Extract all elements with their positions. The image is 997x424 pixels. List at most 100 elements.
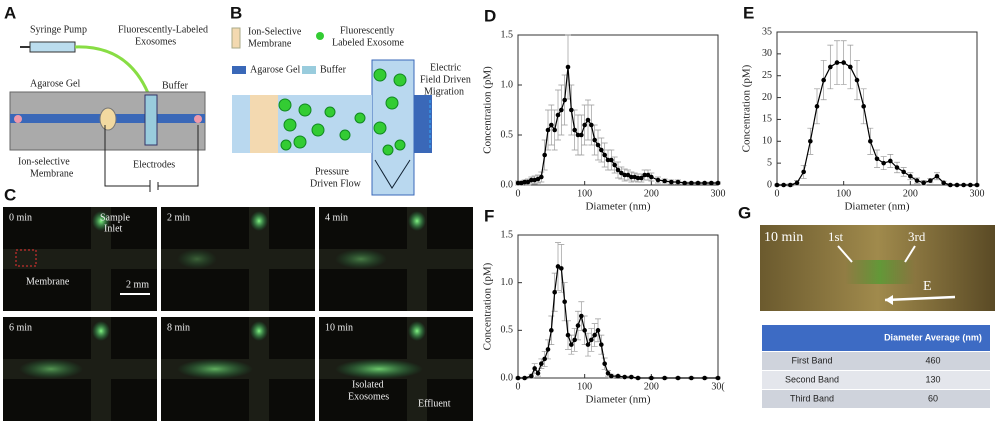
label: Pressure [315, 166, 349, 177]
label: Driven Flow [310, 178, 362, 189]
data-point [901, 169, 906, 175]
legend-swatch [231, 27, 241, 49]
annotation: Inlet [104, 223, 123, 234]
channel [249, 317, 269, 421]
panel-a: A Syringe Pump Fluorescently-Labeled Exo… [4, 3, 208, 192]
data-point [579, 132, 584, 138]
data-point [695, 180, 701, 186]
data-point [948, 182, 953, 188]
y-tick-label: 30 [762, 48, 772, 59]
y-axis-label: Concentration (pM) [741, 64, 753, 152]
tubing [74, 45, 152, 99]
y-tick-label: 1.0 [501, 277, 514, 288]
label: Membrane [248, 38, 292, 49]
y-tick-label: 1.5 [501, 229, 514, 240]
channel [3, 249, 157, 269]
data-point [559, 266, 564, 271]
data-point [552, 127, 557, 133]
data-point [689, 180, 694, 186]
data-point [572, 127, 577, 133]
channel [249, 207, 269, 311]
data-point [559, 107, 564, 113]
data-point [589, 337, 594, 343]
y-tick-label: 0 [767, 179, 772, 190]
data-point [814, 104, 820, 109]
exosome-glow [335, 249, 387, 269]
membrane [99, 107, 117, 131]
plot-frame [776, 31, 978, 186]
row-label: First Band [791, 355, 832, 365]
label: Labeled Exosome [332, 37, 404, 48]
data-point [582, 122, 587, 128]
row-label: Second Band [785, 374, 839, 384]
x-tick-label: 100 [836, 188, 851, 199]
data-point [562, 299, 567, 305]
row-label: Third Band [790, 393, 834, 403]
data-point [569, 342, 574, 347]
data-point [968, 182, 973, 188]
panel-letter: C [4, 185, 16, 204]
label: Agarose Gel [250, 64, 300, 75]
data-point [649, 375, 654, 381]
x-axis-label: Diameter (nm) [585, 201, 650, 213]
inlet-glow [92, 211, 110, 231]
data-point [669, 179, 674, 185]
annotation: Effluent [418, 398, 451, 409]
data-point [874, 156, 880, 162]
row [762, 352, 990, 370]
scale-label: 2 mm [126, 279, 149, 290]
x-axis-label: Diameter (nm) [585, 394, 650, 406]
data-point [575, 132, 581, 138]
data-point [702, 180, 707, 186]
x-tick-label: 100 [577, 188, 592, 199]
channel [91, 207, 111, 311]
x-tick-label: 0 [775, 188, 780, 199]
label: Exosomes [135, 36, 176, 47]
data-point [662, 375, 667, 381]
y-tick-label: 1.0 [501, 79, 514, 90]
data-point [774, 182, 780, 188]
arrowhead [885, 295, 893, 305]
data-point [552, 289, 557, 295]
data-point [555, 112, 561, 118]
y-tick-label: 35 [762, 26, 772, 37]
data-point [848, 64, 853, 70]
legend-swatch [232, 66, 246, 74]
data-point [941, 180, 946, 186]
data-point [715, 180, 721, 186]
data-point [539, 174, 544, 180]
label: Membrane [30, 168, 74, 179]
channel [407, 207, 427, 311]
data-point [715, 375, 721, 381]
data-point [888, 158, 893, 164]
table: Diameter Average (nm) First Band 460 Second… [762, 325, 990, 408]
label: Electric [430, 62, 462, 73]
data-point [834, 60, 840, 65]
data-point [854, 77, 860, 83]
y-tick-label: 0.0 [501, 179, 514, 190]
time-label: 6 min [9, 322, 32, 333]
label: Syringe Pump [30, 24, 87, 35]
data-point [589, 122, 594, 128]
data-point [595, 142, 601, 148]
syringe [29, 41, 76, 53]
panel-g: G 10 min 1st 3rd E Diameter Average (nm)… [738, 203, 995, 408]
data-point [622, 374, 627, 380]
data-point [639, 175, 644, 181]
panel-letter: E [743, 3, 754, 22]
data-point [675, 375, 681, 381]
x-tick-label: 200 [903, 188, 918, 199]
inlet-glow [92, 321, 110, 341]
data-point [675, 179, 681, 185]
inlet-glow [250, 211, 268, 231]
legend-swatch [316, 32, 324, 40]
row [762, 390, 990, 408]
time-label: 0 min [9, 212, 32, 223]
buffer-well [144, 94, 158, 146]
data-point [595, 328, 601, 333]
data-point [602, 361, 607, 367]
arrow [904, 245, 916, 263]
data-point [635, 175, 641, 181]
